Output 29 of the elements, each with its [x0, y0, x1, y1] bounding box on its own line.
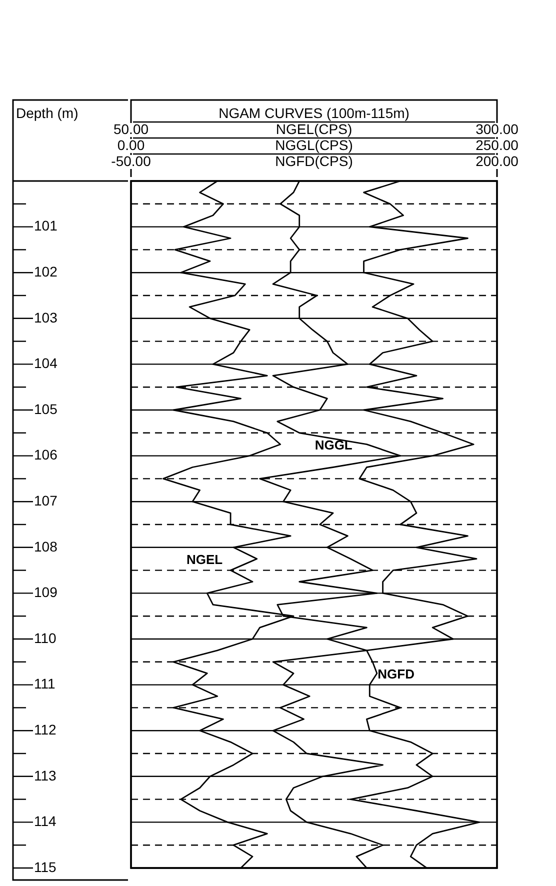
x-tick-label: -50.00 — [111, 152, 152, 169]
y-tick-label: 112 — [34, 721, 57, 738]
y-tick-label: 110 — [34, 630, 57, 646]
x-axis-title: NGGL(CPS) — [275, 136, 353, 153]
y-tick-label: 109 — [34, 584, 58, 600]
x-tick-label: 300.00 — [476, 120, 519, 137]
chart-title: NGAM CURVES (100m-115m) — [218, 104, 410, 121]
y-tick-label: 108 — [34, 538, 58, 554]
x-axis-title: NGFD(CPS) — [275, 152, 353, 169]
y-tick-label: 101 — [34, 218, 58, 234]
y-tick-label: 115 — [34, 858, 57, 875]
y-tick-label: 114 — [34, 813, 57, 830]
x-tick-label: 200.00 — [476, 152, 519, 169]
y-axis-title: Depth (m) — [16, 104, 78, 121]
x-axis-title: NGEL(CPS) — [276, 120, 352, 137]
y-tick-label: 113 — [34, 767, 57, 784]
x-tick-label: 50.00 — [113, 120, 149, 137]
x-tick-label: 0.00 — [117, 136, 145, 153]
y-tick-label: 111 — [34, 676, 56, 692]
y-tick-label: 102 — [34, 263, 58, 280]
y-tick-label: 107 — [34, 492, 58, 508]
y-tick-label: 103 — [34, 309, 58, 326]
series-label: NGGL — [314, 437, 352, 452]
y-tick-label: 104 — [34, 355, 58, 372]
series-label: NGFD — [378, 666, 414, 682]
y-tick-label: 105 — [34, 400, 58, 417]
series-label: NGEL — [186, 552, 223, 567]
y-tick-label: 106 — [34, 446, 58, 463]
x-tick-label: 250.00 — [476, 136, 519, 153]
